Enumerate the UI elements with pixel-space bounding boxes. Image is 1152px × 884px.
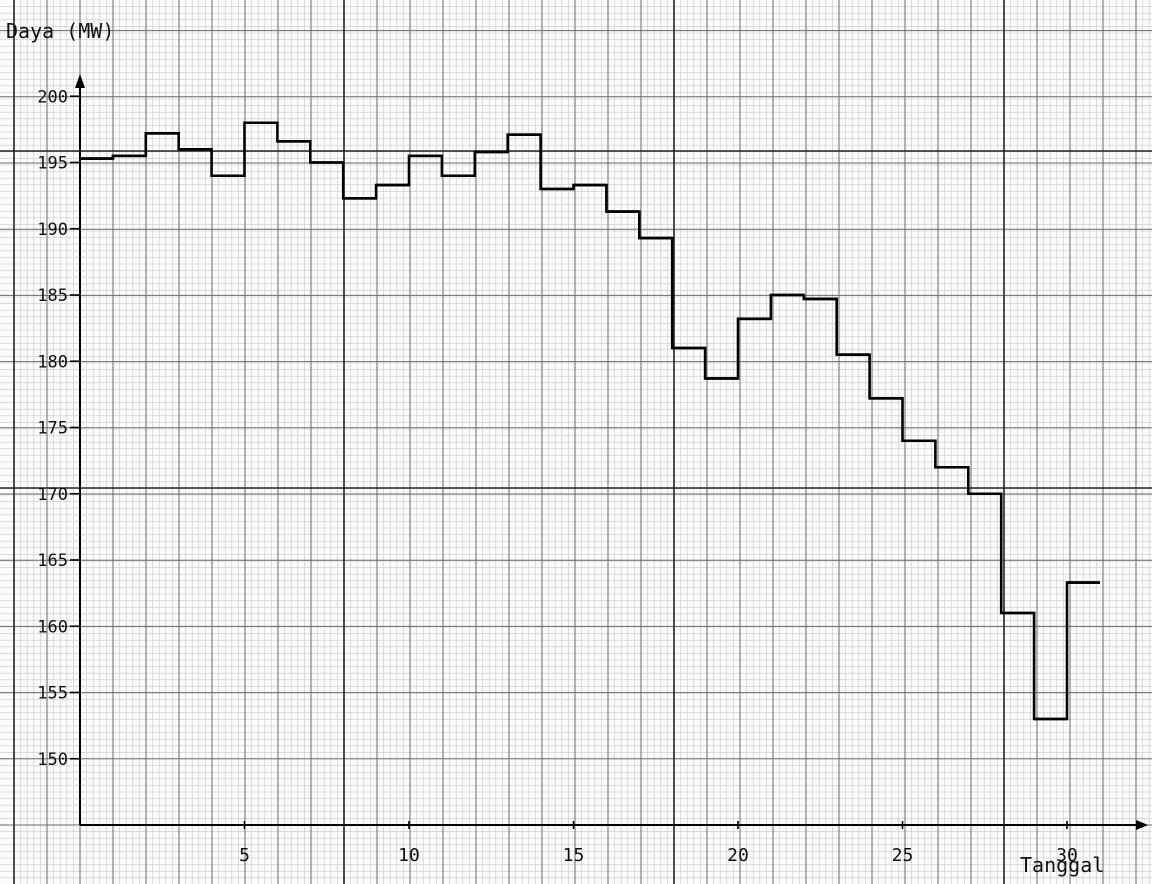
y-tick-label: 165 [37,551,68,571]
y-tick-label: 175 [37,419,68,439]
y-tick-label: 170 [37,485,68,505]
x-tick-label: 10 [398,845,420,866]
x-tick-label: 15 [563,845,585,866]
x-tick-label: 30 [1056,845,1078,866]
y-tick-label: 195 [37,154,68,174]
y-axis-arrow [75,74,85,88]
x-tick-label: 20 [727,845,749,866]
y-axis-title: Daya (MW) [6,19,114,43]
x-axis-arrow [1136,820,1148,830]
x-tick-label: 5 [239,845,250,866]
y-tick-label: 185 [37,286,68,306]
y-tick-label: 190 [37,220,68,240]
x-tick-label: 25 [892,845,914,866]
y-tick-label: 200 [37,87,68,107]
y-tick-labels: 150 155 160 165 170 175 180 185 190 195 200 [37,87,80,770]
axes [75,74,1148,830]
y-tick-label: 150 [37,750,68,770]
series-group [80,121,1100,721]
y-tick-label: 160 [37,617,68,637]
y-tick-label: 180 [37,352,68,372]
x-axis-title: Tanggal [1020,853,1104,877]
y-tick-label: 155 [37,684,68,704]
x-tick-labels: 5 10 15 20 25 30 [239,821,1078,866]
